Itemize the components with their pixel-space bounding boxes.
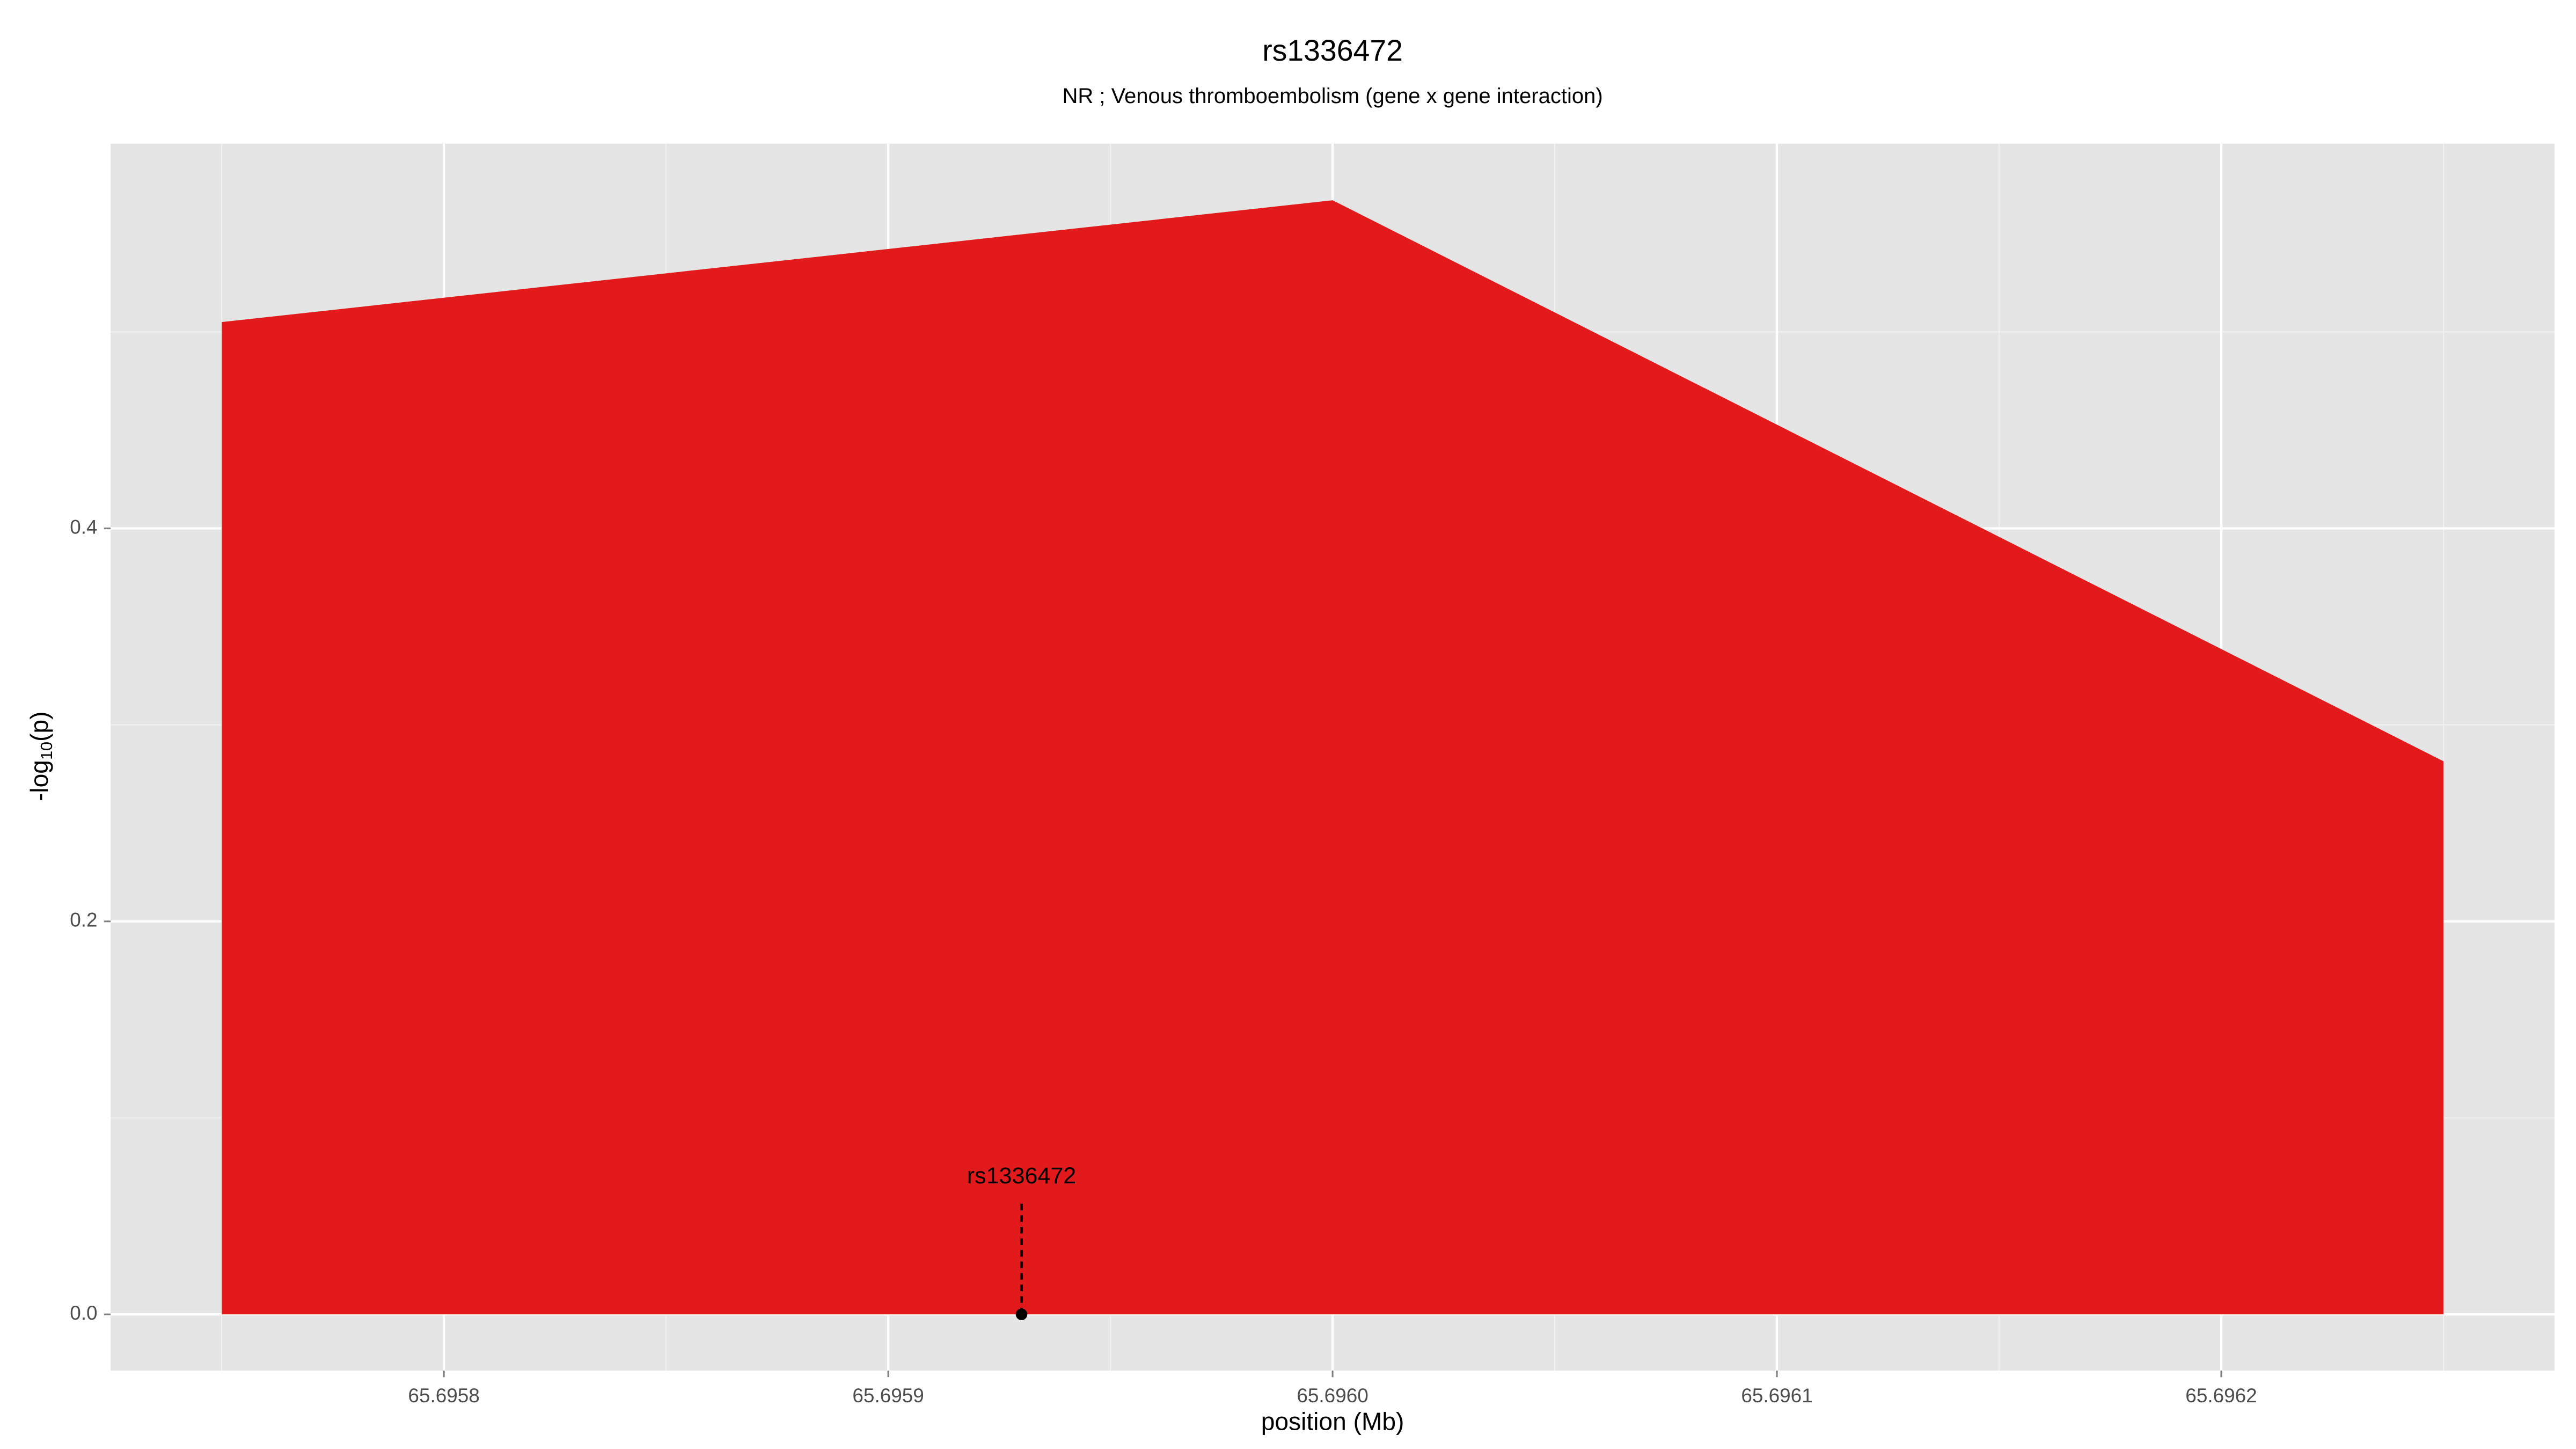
y-tick-label: 0.4 (70, 516, 97, 538)
chart-title: rs1336472 (1262, 34, 1403, 67)
y-tick-label: 0.0 (70, 1302, 97, 1324)
annotation-label: rs1336472 (967, 1163, 1077, 1189)
y-label-suffix: (p) (25, 711, 53, 741)
area (222, 200, 2444, 1315)
annotation-point (1015, 1308, 1028, 1320)
x-tick-label: 65.6958 (408, 1385, 479, 1407)
x-tick-label: 65.6959 (852, 1385, 924, 1407)
y-label-prefix: -log (25, 760, 53, 801)
y-tick-label: 0.2 (70, 909, 97, 931)
x-tick-label: 65.6960 (1297, 1385, 1368, 1407)
x-tick-label: 65.6961 (1741, 1385, 1812, 1407)
x-tick-label: 65.6962 (2185, 1385, 2257, 1407)
x-axis-label: position (Mb) (1261, 1407, 1404, 1435)
y-label-sub: 10 (37, 742, 56, 760)
y-axis-label: -log10(p) (25, 711, 56, 801)
chart-subtitle: NR ; Venous thromboembolism (gene x gene… (1062, 84, 1602, 108)
marks: rs1336472 (222, 200, 2444, 1320)
